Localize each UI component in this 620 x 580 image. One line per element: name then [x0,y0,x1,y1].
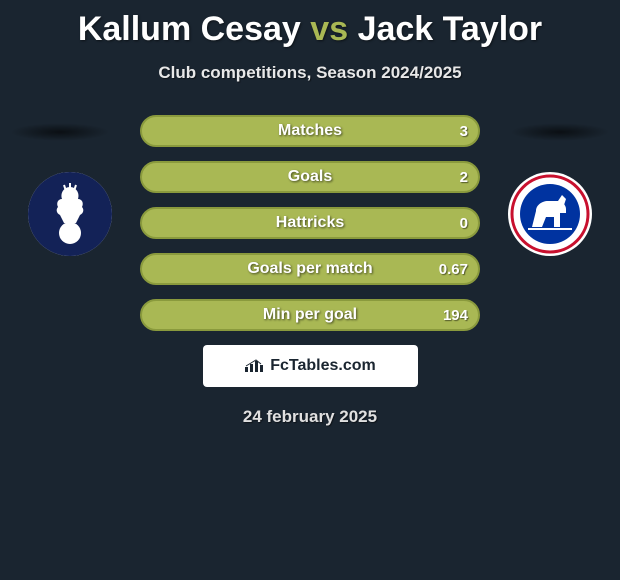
stat-value-right: 3 [460,123,468,140]
shadow-right [510,123,610,141]
subtitle: Club competitions, Season 2024/2025 [0,63,620,83]
crest-left [20,171,120,257]
ipswich-crest-icon [500,171,600,257]
stat-label: Goals [288,168,332,186]
stat-row-matches: Matches 3 [140,115,480,147]
stat-value-right: 2 [460,169,468,186]
vs-text: vs [310,10,348,48]
stat-value-right: 0 [460,215,468,232]
stat-label: Matches [278,122,342,140]
stat-label: Goals per match [247,260,372,278]
stat-bars: Matches 3 Goals 2 Hattricks 0 Goals per … [140,115,480,331]
player1-name: Kallum Cesay [78,10,301,48]
stat-value-right: 0.67 [439,261,468,278]
crest-right [500,171,600,257]
stat-value-right: 194 [443,307,468,324]
stat-row-min-per-goal: Min per goal 194 [140,299,480,331]
shadow-left [10,123,110,141]
brand-text: FcTables.com [270,357,376,375]
content-area: Matches 3 Goals 2 Hattricks 0 Goals per … [0,115,620,427]
comparison-title: Kallum Cesay vs Jack Taylor [0,0,620,49]
stat-label: Hattricks [276,214,344,232]
stat-row-hattricks: Hattricks 0 [140,207,480,239]
date-text: 24 february 2025 [0,407,620,427]
stat-row-goals-per-match: Goals per match 0.67 [140,253,480,285]
tottenham-crest-icon [20,171,120,257]
stat-label: Min per goal [263,306,357,324]
stat-row-goals: Goals 2 [140,161,480,193]
player2-name: Jack Taylor [358,10,543,48]
brand-box[interactable]: FcTables.com [203,345,418,387]
bar-chart-icon [244,359,264,373]
